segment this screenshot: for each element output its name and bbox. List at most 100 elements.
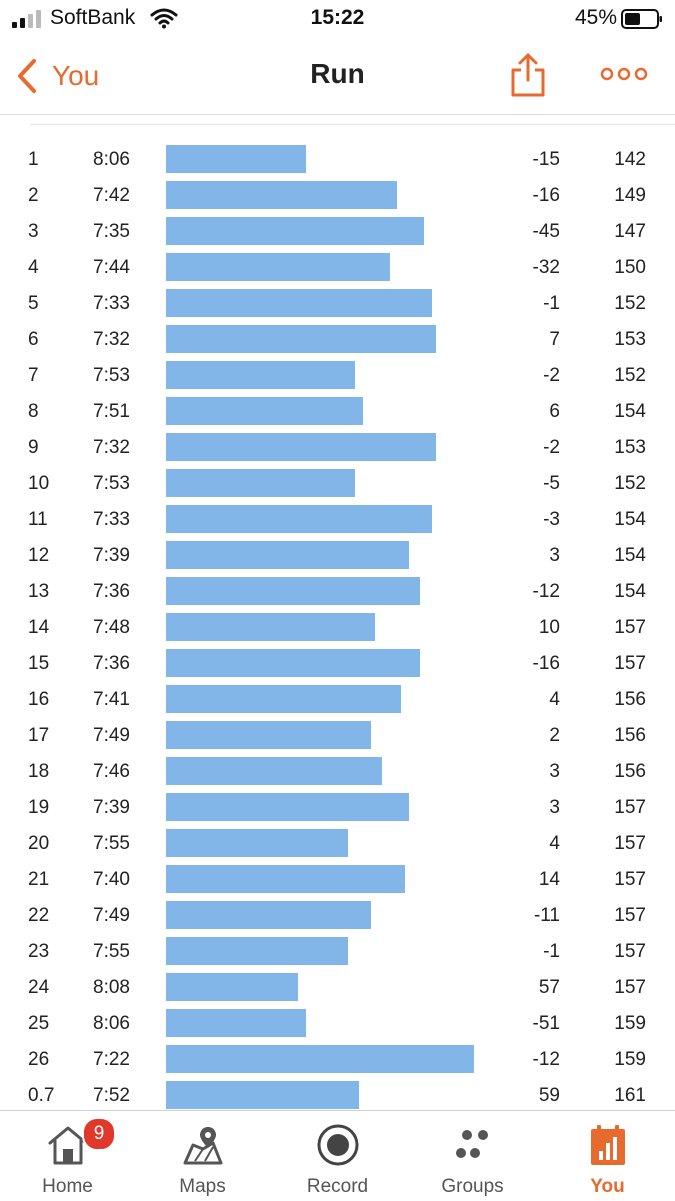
split-row[interactable]: 0.7 7:52 59 161 bbox=[0, 1078, 675, 1114]
back-button[interactable]: You bbox=[14, 56, 99, 96]
split-row[interactable]: 17 7:49 2 156 bbox=[0, 718, 675, 754]
split-heart-rate: 154 bbox=[614, 545, 646, 566]
split-row[interactable]: 3 7:35 -45 147 bbox=[0, 214, 675, 250]
split-elevation: 59 bbox=[538, 1085, 560, 1106]
clock: 15:22 bbox=[310, 6, 365, 29]
split-row[interactable]: 22 7:49 -11 157 bbox=[0, 898, 675, 934]
tab-label: Groups bbox=[441, 1176, 504, 1197]
split-row[interactable]: 21 7:40 14 157 bbox=[0, 862, 675, 898]
split-elevation: -16 bbox=[532, 185, 560, 206]
split-number: 12 bbox=[28, 545, 50, 566]
split-row[interactable]: 14 7:48 10 157 bbox=[0, 610, 675, 646]
split-row[interactable]: 24 8:08 57 157 bbox=[0, 970, 675, 1006]
pace-bar bbox=[166, 505, 432, 533]
split-row[interactable]: 4 7:44 -32 150 bbox=[0, 250, 675, 286]
split-number: 9 bbox=[28, 437, 39, 458]
split-heart-rate: 157 bbox=[614, 617, 646, 638]
split-heart-rate: 156 bbox=[614, 761, 646, 782]
pace-bar bbox=[166, 181, 397, 209]
split-pace: 7:55 bbox=[93, 833, 130, 854]
split-row[interactable]: 10 7:53 -5 152 bbox=[0, 466, 675, 502]
split-row[interactable]: 23 7:55 -1 157 bbox=[0, 934, 675, 970]
pace-bar bbox=[166, 397, 363, 425]
tab-you[interactable]: You bbox=[540, 1111, 675, 1201]
tab-groups[interactable]: Groups bbox=[405, 1111, 540, 1201]
split-elevation: -12 bbox=[532, 1049, 560, 1070]
split-row[interactable]: 1 8:06 -15 142 bbox=[0, 142, 675, 178]
split-elevation: -32 bbox=[532, 257, 560, 278]
split-pace: 7:36 bbox=[93, 581, 130, 602]
split-elevation: 4 bbox=[549, 689, 560, 710]
carrier-name: SoftBank bbox=[50, 6, 136, 29]
split-heart-rate: 142 bbox=[614, 149, 646, 170]
split-row[interactable]: 18 7:46 3 156 bbox=[0, 754, 675, 790]
split-number: 5 bbox=[28, 293, 39, 314]
tab-label: Record bbox=[306, 1176, 369, 1197]
split-elevation: -16 bbox=[532, 653, 560, 674]
split-row[interactable]: 12 7:39 3 154 bbox=[0, 538, 675, 574]
split-pace: 7:40 bbox=[93, 869, 130, 890]
split-row[interactable]: 7 7:53 -2 152 bbox=[0, 358, 675, 394]
split-row[interactable]: 9 7:32 -2 153 bbox=[0, 430, 675, 466]
tab-home[interactable]: 9 Home bbox=[0, 1111, 135, 1201]
back-label: You bbox=[52, 60, 100, 91]
split-heart-rate: 161 bbox=[614, 1085, 646, 1106]
split-row[interactable]: 20 7:55 4 157 bbox=[0, 826, 675, 862]
split-number: 19 bbox=[28, 797, 50, 818]
split-row[interactable]: 15 7:36 -16 157 bbox=[0, 646, 675, 682]
split-pace: 8:06 bbox=[93, 149, 130, 170]
tab-maps[interactable]: Maps bbox=[135, 1111, 270, 1201]
split-pace: 7:46 bbox=[93, 761, 130, 782]
split-heart-rate: 157 bbox=[614, 797, 646, 818]
tab-label: Maps bbox=[179, 1176, 226, 1197]
split-elevation: 4 bbox=[549, 833, 560, 854]
split-pace: 8:08 bbox=[93, 977, 130, 998]
split-pace: 7:39 bbox=[93, 545, 130, 566]
split-heart-rate: 157 bbox=[614, 653, 646, 674]
share-icon[interactable] bbox=[510, 52, 546, 98]
pace-bar bbox=[166, 1081, 359, 1109]
pace-bar bbox=[166, 613, 375, 641]
split-number: 1 bbox=[28, 149, 39, 170]
split-row[interactable]: 8 7:51 6 154 bbox=[0, 394, 675, 430]
split-heart-rate: 154 bbox=[614, 509, 646, 530]
split-row[interactable]: 6 7:32 7 153 bbox=[0, 322, 675, 358]
split-row[interactable]: 19 7:39 3 157 bbox=[0, 790, 675, 826]
split-number: 15 bbox=[28, 653, 50, 674]
split-heart-rate: 152 bbox=[614, 293, 646, 314]
split-row[interactable]: 26 7:22 -12 159 bbox=[0, 1042, 675, 1078]
split-row[interactable]: 16 7:41 4 156 bbox=[0, 682, 675, 718]
pace-bar bbox=[166, 361, 355, 389]
tab-bar: 9 Home Maps Record Groups bbox=[0, 1110, 675, 1201]
split-pace: 7:42 bbox=[93, 185, 130, 206]
split-heart-rate: 159 bbox=[614, 1013, 646, 1034]
notification-badge: 9 bbox=[82, 1117, 116, 1151]
split-heart-rate: 149 bbox=[614, 185, 646, 206]
split-number: 13 bbox=[28, 581, 50, 602]
split-pace: 7:33 bbox=[93, 293, 130, 314]
split-row[interactable]: 25 8:06 -51 159 bbox=[0, 1006, 675, 1042]
split-heart-rate: 150 bbox=[614, 257, 646, 278]
split-elevation: -2 bbox=[543, 365, 560, 386]
split-elevation: 14 bbox=[538, 869, 560, 890]
pace-bar bbox=[166, 325, 436, 353]
pace-bar bbox=[166, 577, 420, 605]
more-options-icon[interactable] bbox=[600, 64, 648, 84]
split-pace: 7:32 bbox=[93, 437, 130, 458]
split-row[interactable]: 5 7:33 -1 152 bbox=[0, 286, 675, 322]
split-row[interactable]: 2 7:42 -16 149 bbox=[0, 178, 675, 214]
status-bar: SoftBank 15:22 45% bbox=[0, 0, 675, 38]
split-row[interactable]: 13 7:36 -12 154 bbox=[0, 574, 675, 610]
groups-icon bbox=[456, 1130, 488, 1158]
split-elevation: 2 bbox=[549, 725, 560, 746]
split-elevation: 57 bbox=[538, 977, 560, 998]
split-elevation: -15 bbox=[532, 149, 560, 170]
split-elevation: -11 bbox=[533, 905, 560, 926]
tab-record[interactable]: Record bbox=[270, 1111, 405, 1201]
split-elevation: 3 bbox=[549, 797, 560, 818]
split-number: 7 bbox=[28, 365, 39, 386]
tab-label: Home bbox=[42, 1176, 93, 1197]
split-heart-rate: 152 bbox=[614, 473, 646, 494]
split-row[interactable]: 11 7:33 -3 154 bbox=[0, 502, 675, 538]
pace-bar bbox=[166, 649, 420, 677]
